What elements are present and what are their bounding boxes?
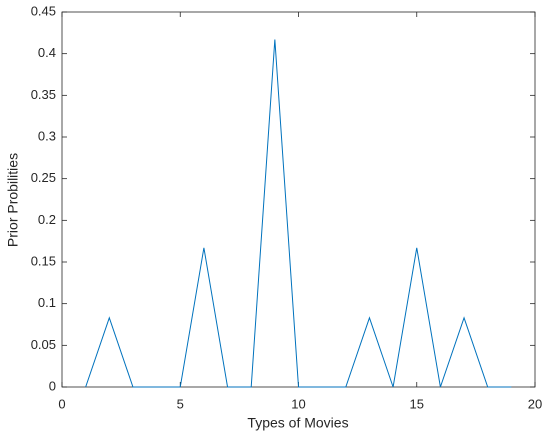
data-line <box>85 39 512 388</box>
plot-frame <box>61 11 536 388</box>
y-tick-label: 0.3 <box>38 128 56 143</box>
y-tick-label: 0.25 <box>31 170 56 185</box>
y-tick-label: 0.2 <box>38 212 56 227</box>
y-tick-label: 0.45 <box>31 3 56 18</box>
y-tick-label: 0.15 <box>31 253 56 268</box>
y-tick-label: 0.1 <box>38 295 56 310</box>
y-tick-label: 0 <box>49 378 56 393</box>
y-axis-label: Prior Probilities <box>5 153 21 247</box>
y-tick-label: 0.05 <box>31 337 56 352</box>
x-tick-label: 15 <box>410 396 424 411</box>
x-tick-label: 10 <box>291 396 305 411</box>
y-tick-label: 0.4 <box>38 45 56 60</box>
x-tick-label: 0 <box>58 396 65 411</box>
x-tick-label: 20 <box>528 396 542 411</box>
x-axis-label: Types of Movies <box>247 415 348 431</box>
y-tick-label: 0.35 <box>31 87 56 102</box>
x-tick-label: 5 <box>177 396 184 411</box>
